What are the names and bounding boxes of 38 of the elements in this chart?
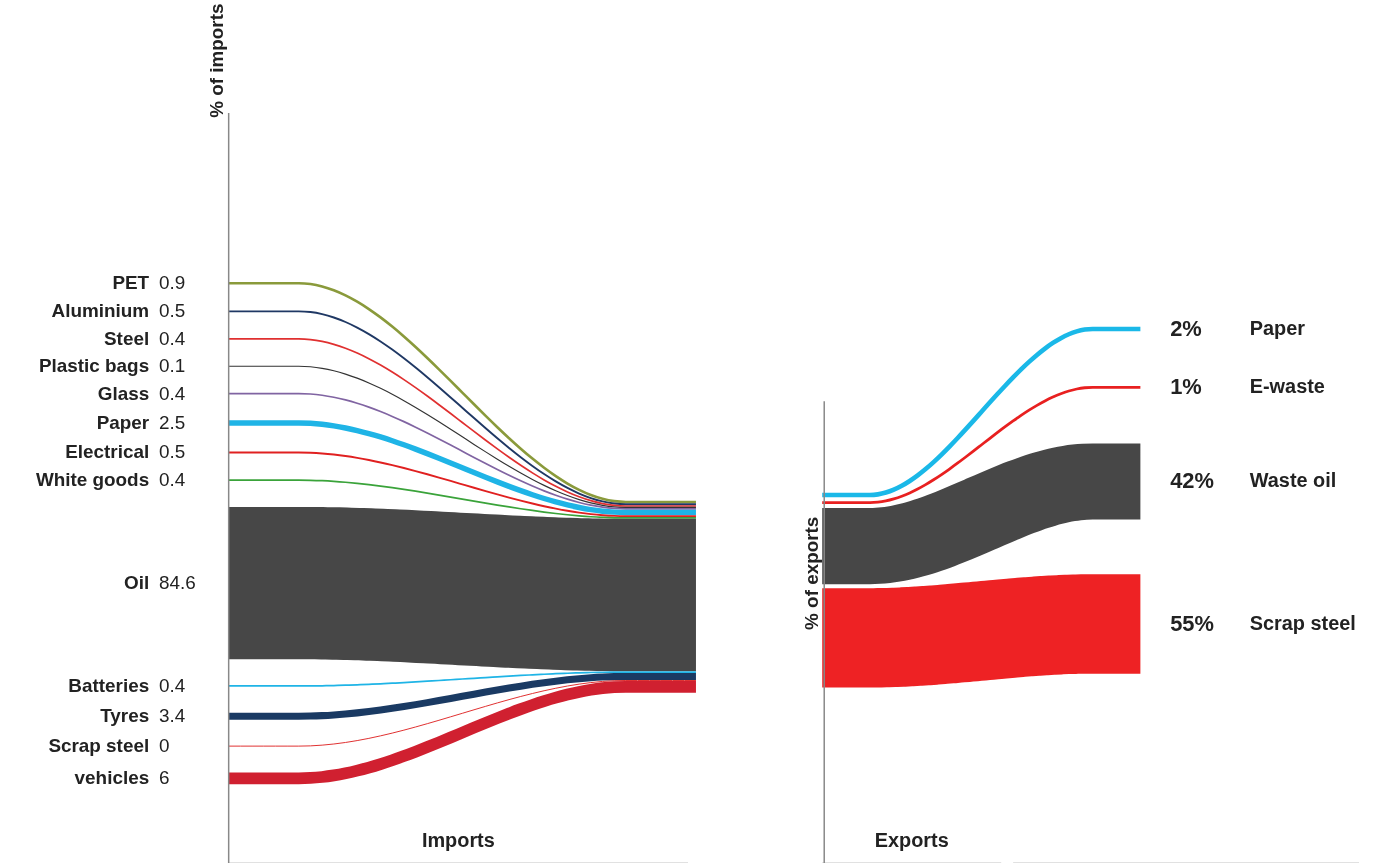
category-label: Waste oil [1249,469,1337,492]
category-label: Glass [97,382,150,404]
text: Exports [874,828,949,851]
category-label: Paper [1249,316,1306,339]
text: % of imports [205,3,227,118]
data-label: 0.5 [159,441,186,463]
category-label: White goods [35,469,150,491]
category-label: Scrap steel [1249,611,1356,634]
category-label: Batteries [68,674,150,696]
data-label: 3.4 [159,705,186,727]
data-label: 2.5 [159,411,186,433]
data-label: 55% [1170,610,1214,636]
category-label: Plastic bags [38,355,150,377]
data-label: 0.5 [159,300,186,322]
text: % of exports [801,516,823,630]
category-label: E-waste [1249,375,1325,398]
text: Imports [421,828,495,851]
category-label: Steel [104,327,150,349]
category-label: Electrical [65,441,150,463]
data-label: 84.6 [159,572,196,594]
data-label: 0.9 [159,272,186,294]
data-label: 0.1 [159,355,186,377]
category-label: Tyres [100,705,150,727]
category-label: Oil [123,572,150,594]
data-label: 42% [1170,468,1214,494]
data-label: 6 [159,767,170,789]
data-label: 2% [1170,315,1202,341]
category-label: vehicles [74,767,150,789]
category-label: Paper [96,411,150,433]
data-label: 0.4 [159,382,186,404]
category-label: Aluminium [51,300,150,322]
data-label: 0 [159,735,170,757]
data-label: 1% [1170,374,1202,400]
data-label: 0.4 [159,327,186,349]
data-label: 0.4 [159,674,186,696]
category-label: Scrap steel [48,735,150,757]
data-label: 0.4 [159,469,186,491]
category-label: PET [112,272,150,294]
